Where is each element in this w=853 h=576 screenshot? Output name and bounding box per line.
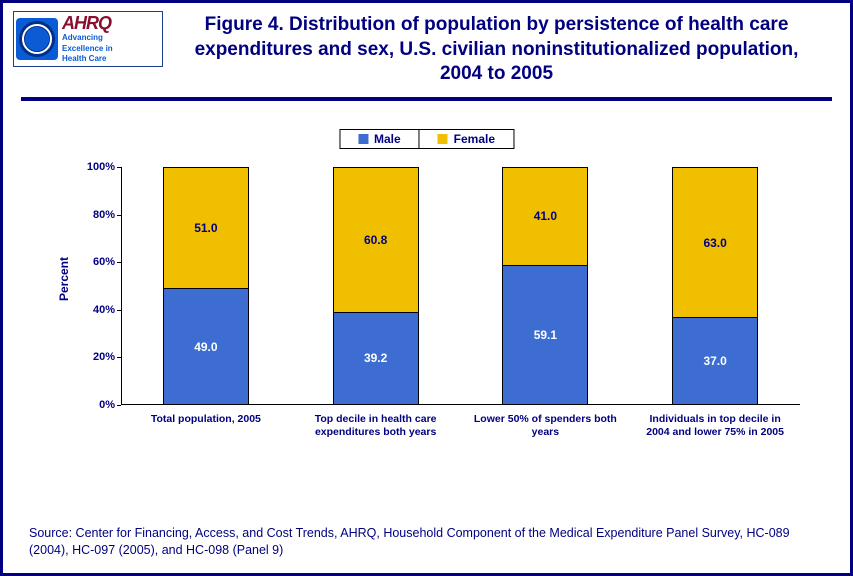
y-tick-mark	[117, 357, 121, 358]
bar-group: 59.141.0Lower 50% of spenders both years	[461, 167, 631, 405]
bar-stack: 49.051.0	[163, 167, 249, 405]
legend-item-female: Female	[419, 130, 513, 148]
ahrq-tagline-3: Health Care	[62, 55, 113, 64]
bar-stack: 39.260.8	[333, 167, 419, 405]
ahrq-logo: AHRQ Advancing Excellence in Health Care	[13, 11, 163, 67]
ahrq-tagline-1: Advancing	[62, 34, 113, 43]
y-tick-label: 100%	[87, 161, 115, 173]
bar-segment-female: 51.0	[163, 167, 249, 288]
figure-title: Figure 4. Distribution of population by …	[163, 11, 830, 87]
x-category-label: Individuals in top decile in 2004 and lo…	[640, 413, 790, 438]
source-citation: Source: Center for Financing, Access, an…	[29, 525, 824, 559]
bar-segment-male: 59.1	[502, 265, 588, 406]
y-tick-label: 80%	[93, 209, 115, 221]
bar-group: 37.063.0Individuals in top decile in 200…	[630, 167, 800, 405]
y-tick-label: 20%	[93, 351, 115, 363]
bar-segment-male: 39.2	[333, 312, 419, 405]
ahrq-logo-text: AHRQ Advancing Excellence in Health Care	[62, 14, 113, 64]
bar-group: 49.051.0Total population, 2005	[121, 167, 291, 405]
bar-segment-female: 41.0	[502, 167, 588, 264]
y-tick-label: 40%	[93, 304, 115, 316]
ahrq-tagline-2: Excellence in	[62, 45, 113, 54]
y-tick-label: 0%	[99, 399, 115, 411]
bar-segment-female: 63.0	[672, 167, 758, 317]
x-category-label: Total population, 2005	[131, 413, 281, 426]
bars-container: 49.051.0Total population, 200539.260.8To…	[121, 167, 800, 405]
chart-legend: Male Female	[339, 129, 514, 149]
ahrq-wordmark: AHRQ	[62, 14, 113, 32]
y-tick-label: 60%	[93, 256, 115, 268]
legend-swatch-female	[438, 134, 448, 144]
bar-group: 39.260.8Top decile in health care expend…	[291, 167, 461, 405]
y-tick-mark	[117, 310, 121, 311]
header-row: AHRQ Advancing Excellence in Health Care…	[3, 3, 850, 87]
x-category-label: Top decile in health care expenditures b…	[301, 413, 451, 438]
legend-item-male: Male	[340, 130, 419, 148]
bar-stack: 37.063.0	[672, 167, 758, 405]
x-category-label: Lower 50% of spenders both years	[470, 413, 620, 438]
legend-label-male: Male	[374, 132, 401, 146]
y-axis-label: Percent	[57, 257, 71, 301]
chart-area: Male Female Percent 49.051.0Total popula…	[43, 129, 810, 479]
hhs-seal-icon	[16, 18, 58, 60]
bar-segment-male: 37.0	[672, 317, 758, 405]
y-tick-mark	[117, 262, 121, 263]
y-tick-mark	[117, 405, 121, 406]
bar-segment-female: 60.8	[333, 167, 419, 312]
header-divider	[21, 97, 832, 101]
y-tick-mark	[117, 215, 121, 216]
legend-swatch-male	[358, 134, 368, 144]
bar-stack: 59.141.0	[502, 167, 588, 405]
figure-frame: AHRQ Advancing Excellence in Health Care…	[0, 0, 853, 576]
y-tick-mark	[117, 167, 121, 168]
bar-segment-male: 49.0	[163, 288, 249, 405]
plot-region: 49.051.0Total population, 200539.260.8To…	[121, 167, 800, 405]
legend-label-female: Female	[454, 132, 495, 146]
